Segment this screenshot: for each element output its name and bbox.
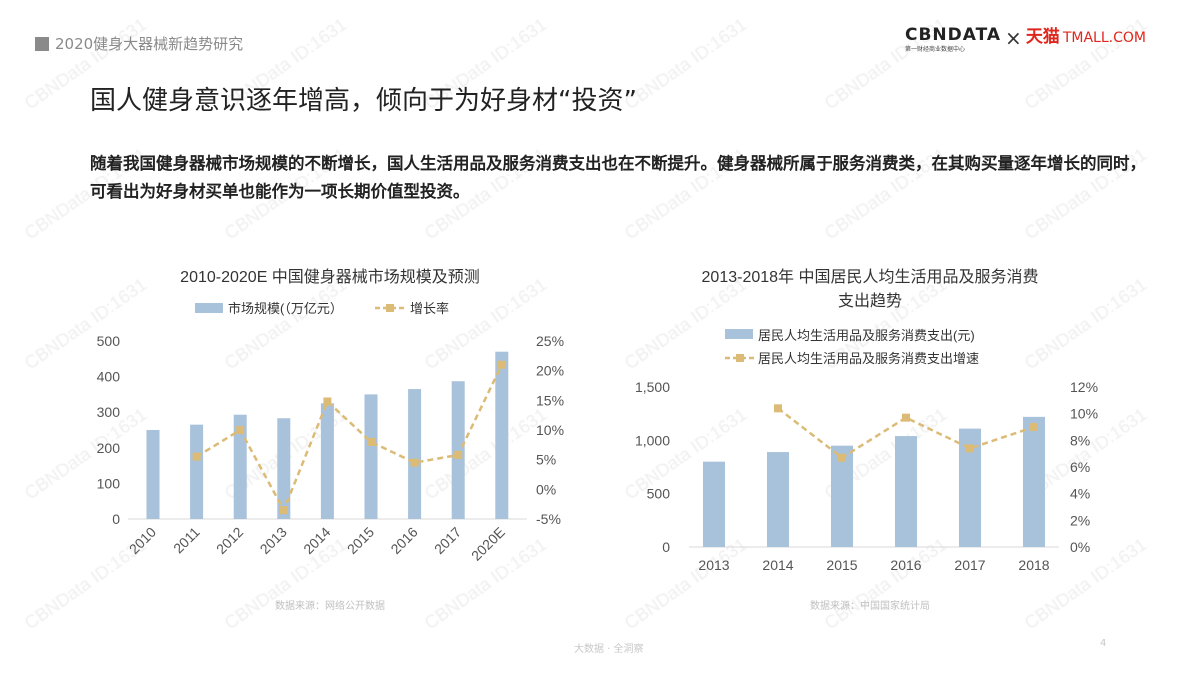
- y-right-tick: 0%: [536, 481, 556, 497]
- x-tick: 2012: [213, 524, 246, 557]
- chart-title: 2013-2018年 中国居民人均生活用品及服务消费: [702, 268, 1039, 286]
- y-right-tick: 8%: [1070, 432, 1090, 448]
- y-left-tick: 400: [97, 369, 121, 385]
- bar: [277, 418, 291, 519]
- x-tick: 2016: [890, 557, 921, 573]
- x-tick: 2010: [126, 524, 159, 557]
- x-tick: 2016: [387, 524, 420, 557]
- y-right-tick: 20%: [536, 363, 564, 379]
- growth-point: [192, 452, 201, 461]
- growth-point: [1030, 423, 1038, 431]
- cbndata-subtitle: 第一财经商业数据中心: [905, 46, 966, 53]
- legend-line-marker: [736, 354, 744, 362]
- data-source: 数据来源：中国国家统计局: [810, 599, 930, 612]
- growth-point: [236, 426, 245, 434]
- legend-bar-label: 市场规模(（万亿元）: [228, 301, 343, 316]
- y-right-tick: 12%: [1070, 379, 1098, 395]
- y-right-tick: 10%: [1070, 406, 1098, 422]
- header-square-icon: [35, 36, 49, 51]
- bar: [767, 452, 789, 547]
- x-tick: 2013: [257, 524, 290, 557]
- growth-point: [410, 458, 419, 467]
- growth-point: [774, 404, 782, 413]
- description: 随着我国健身器械市场规模的不断增长，国人生活用品及服务消费支出也在不断提升。健身…: [90, 154, 1146, 201]
- y-left-tick: 200: [97, 440, 121, 456]
- page-number: 4: [1100, 638, 1107, 649]
- growth-line: [195, 364, 503, 514]
- y-left-tick: 300: [97, 404, 121, 420]
- legend-line-label: 增长率: [410, 301, 449, 316]
- tmall-logo: 天猫: [1025, 27, 1060, 47]
- bar: [408, 389, 422, 519]
- x-tick: 2015: [826, 557, 857, 573]
- y-right-tick: 5%: [536, 452, 556, 468]
- chart-title-line2: 支出趋势: [838, 292, 902, 310]
- x-tick: 2017: [431, 524, 464, 557]
- bar: [364, 394, 378, 519]
- y-right-tick: 15%: [536, 392, 564, 408]
- growth-point: [966, 444, 974, 453]
- consumption-chart: 2013-2018年 中国居民人均生活用品及服务消费支出趋势居民人均生活用品及服…: [635, 268, 1098, 612]
- y-left-tick: 1,500: [635, 379, 670, 395]
- y-right-tick: 4%: [1070, 486, 1090, 502]
- times-sign: ×: [1005, 26, 1022, 50]
- cbndata-logo: CBNDATA: [905, 25, 1002, 45]
- tmall-domain: TMALL.COM: [1062, 30, 1146, 46]
- x-tick: 2020E: [468, 524, 508, 564]
- chart-title: 2010-2020E 中国健身器械市场规模及预测: [180, 268, 480, 286]
- bar: [1023, 416, 1045, 547]
- bar: [831, 445, 853, 547]
- y-right-tick: 2%: [1070, 512, 1090, 528]
- x-tick: 2014: [300, 524, 333, 557]
- y-right-tick: 6%: [1070, 459, 1090, 475]
- logo: CBNDATA 第一财经商业数据中心 × 天猫 TMALL.COM: [905, 26, 1146, 53]
- bar: [233, 414, 247, 519]
- bar: [703, 461, 725, 547]
- x-tick: 2018: [1018, 557, 1049, 573]
- bar: [959, 428, 981, 547]
- legend-line-label: 居民人均生活用品及服务消费支出增速: [758, 351, 979, 366]
- y-left-tick: 0: [662, 539, 670, 555]
- growth-point: [279, 506, 288, 515]
- x-tick: 2014: [762, 557, 793, 573]
- x-tick: 2013: [698, 557, 729, 573]
- legend-line-marker: [386, 304, 394, 312]
- report-header: 2020健身大器械新趋势研究: [35, 33, 243, 54]
- growth-point: [454, 450, 463, 459]
- x-tick: 2017: [954, 557, 985, 573]
- y-right-tick: 25%: [536, 333, 564, 349]
- data-source: 数据来源：网络公开数据: [275, 599, 385, 612]
- y-left-tick: 500: [97, 333, 121, 349]
- bar: [190, 424, 204, 519]
- bar: [451, 381, 465, 519]
- x-tick: 2015: [344, 524, 377, 557]
- y-left-tick: 100: [97, 475, 121, 491]
- growth-point: [838, 453, 846, 462]
- footer-tagline: 大数据 · 全洞察: [574, 644, 644, 655]
- growth-point: [323, 397, 332, 406]
- report-title: 2020健身大器械新趋势研究: [55, 35, 244, 53]
- growth-line: [777, 407, 1035, 460]
- bar: [320, 403, 334, 519]
- growth-point: [367, 437, 375, 446]
- bar: [146, 430, 160, 519]
- x-tick: 2011: [170, 524, 203, 557]
- growth-point: [902, 413, 910, 422]
- legend-bar-label: 居民人均生活用品及服务消费支出(元): [758, 328, 975, 343]
- legend-bar-swatch: [195, 303, 223, 313]
- growth-point: [497, 360, 506, 369]
- y-left-tick: 0: [112, 511, 120, 527]
- y-left-tick: 1,000: [635, 432, 670, 448]
- bar: [895, 436, 917, 547]
- y-left-tick: 500: [647, 486, 671, 502]
- y-right-tick: 0%: [1070, 539, 1090, 555]
- bar: [495, 351, 509, 519]
- page-title: 国人健身意识逐年增高，倾向于为好身材“投资”: [90, 86, 637, 116]
- y-right-tick: 10%: [536, 422, 564, 438]
- y-right-tick: -5%: [536, 511, 561, 527]
- legend-bar-swatch: [725, 329, 753, 339]
